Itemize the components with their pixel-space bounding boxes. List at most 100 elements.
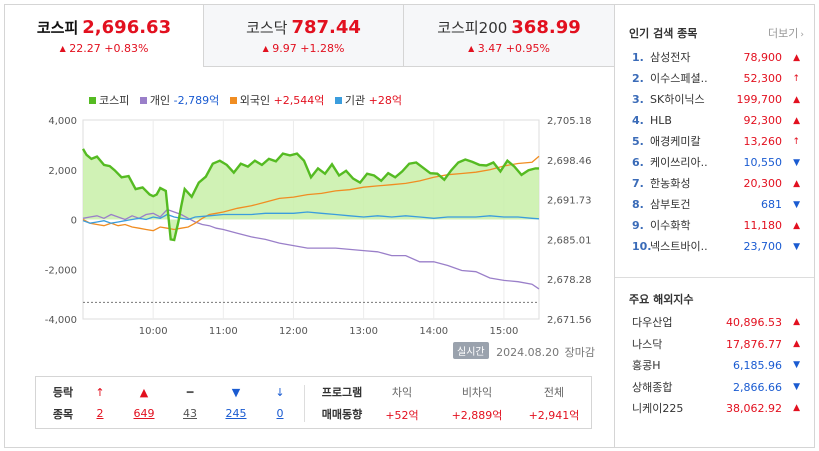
stock-name[interactable]: 삼성전자 [650,51,691,64]
overseas-index-item[interactable]: 상해종합 2,866.66 ▼ [632,377,802,398]
index-name[interactable]: 다우산업 [632,316,673,329]
stock-name[interactable]: 이수화학 [650,219,691,232]
index-value: 6,185.96 [733,359,782,372]
breadth-limit-down[interactable]: ↓ 0 [260,385,300,420]
program-label: 프로그램 매매동향 [316,385,368,423]
more-link[interactable]: 더보기 › [768,25,804,41]
x-tick-label: 12:00 [279,326,308,335]
tab-pct: +1.28% [300,42,345,55]
overseas-index-item[interactable]: 다우산업 40,896.53 ▲ [632,312,802,333]
y-right-tick-label: 2,685.01 [547,235,592,246]
status-bar: 실시간 2024.08.20 장마감 [453,342,595,360]
tab-pct: +0.83% [104,42,149,55]
up-triangle-icon: ▲ [793,338,800,349]
tab-name: 코스닥 [246,19,288,37]
stock-price: 13,260 [743,135,783,148]
popular-item[interactable]: 2. 이수스페셜.. 52,300 ↑ [632,69,802,89]
legend-kospi: 코스피 [89,94,129,107]
program-value: +2,941억 [528,409,580,422]
stock-name[interactable]: 애경케미칼 [650,135,701,148]
program-head: 차익 [391,386,413,399]
breadth-down[interactable]: ▼ 245 [216,385,256,420]
overseas-index-item[interactable]: 나스닥 17,876.77 ▲ [632,334,802,355]
up-triangle-icon: ▲ [793,116,800,126]
y-left-tick-label: -4,000 [45,315,77,326]
realtime-badge[interactable]: 실시간 [453,342,489,359]
stock-name[interactable]: SK하이닉스 [650,93,705,106]
popular-item[interactable]: 5. 애경케미칼 13,260 ↑ [632,132,802,152]
index-name[interactable]: 상해종합 [632,380,673,394]
stock-price: 92,300 [743,114,783,127]
up-triangle-icon: ▲ [139,386,149,399]
stock-price: 20,300 [743,177,783,190]
popular-item[interactable]: 4. HLB 92,300 ▲ [632,111,802,131]
legend-label: 외국인 [239,94,271,107]
y-right-tick-label: 2,691.73 [547,196,592,207]
side-panel: 인기 검색 종목 더보기 › 1. 삼성전자 78,900 ▲ 2. 이수스페셜.. 52,3… [614,4,815,448]
index-name[interactable]: 니케이225 [632,402,684,415]
popular-item[interactable]: 9. 이수화학 11,180 ▲ [632,216,802,236]
index-chart[interactable]: 10:00 11:00 12:00 13:00 14:00 15:00 4,000 2,000… [41,110,601,335]
breadth-flat[interactable]: ━ 43 [170,385,210,420]
stock-name[interactable]: 한농화성 [650,177,691,190]
limit-down-arrow-icon: ↓ [275,386,285,399]
tab-kosdaq[interactable]: 코스닥 787.44 ▲ 9.97 +1.28% [203,5,403,67]
program-total: 전체 +2,941억 [520,385,588,423]
legend-value: +2,544억 [273,94,325,107]
overseas-index-item[interactable]: 홍콩H 6,185.96 ▼ [632,355,802,376]
overseas-index-item[interactable]: 니케이225 38,062.92 ▲ [632,398,802,419]
up-triangle-icon: ▲ [793,317,800,327]
breadth-count[interactable]: 43 [183,407,197,420]
legend-label: 기관 [344,94,366,107]
breadth-count[interactable]: 2 [96,407,104,420]
stock-price: 52,300 [743,72,783,85]
down-triangle-icon: ▼ [793,360,800,370]
stock-name[interactable]: HLB [650,114,672,127]
popular-item[interactable]: 6. 케이쓰리아.. 10,550 ▼ [632,153,802,173]
tab-name: 코스피 [36,19,79,37]
y-left-tick-label: 0 [71,216,77,227]
program-arbitrage: 차익 +52억 [372,385,432,423]
stock-price: 11,180 [743,219,783,232]
popular-item[interactable]: 7. 한농화성 20,300 ▲ [632,174,802,194]
stock-name[interactable]: 삼부토건 [650,198,691,211]
rank-number: 10. [632,240,652,253]
index-name[interactable]: 나스닥 [632,337,663,351]
breadth-count[interactable]: 649 [133,407,155,420]
foreign-series-line [82,155,540,232]
breadth-limit-up[interactable]: ↑ 2 [80,385,120,420]
popular-item[interactable]: 8. 삼부토건 681 ▼ [632,195,802,215]
tab-kospi[interactable]: 코스피 2,696.63 ▲ 22.27 +0.83% [5,5,203,67]
market-breadth-box: 등락 종목 ↑ 2 ▲ 649 ━ 43 ▼ 245 ↓ 0 프로그램 매매동향 [35,376,592,429]
up-triangle-icon: ▲ [793,95,800,105]
overseas-title: 주요 해외지수 [629,293,694,306]
down-triangle-icon: ▼ [793,200,800,210]
program-value: +2,889억 [451,409,503,422]
stock-name[interactable]: 넥스트바이.. [650,240,708,253]
y-right-tick-label: 2,671.56 [547,315,592,326]
popular-item[interactable]: 1. 삼성전자 78,900 ▲ [632,48,802,68]
individual-series-line [82,208,540,290]
y-right-tick-label: 2,698.46 [547,156,592,167]
down-triangle-icon: ▼ [793,381,800,392]
breadth-up[interactable]: ▲ 649 [124,385,164,420]
program-value: +52억 [385,409,419,422]
index-value: 38,062.92 [726,402,782,415]
breadth-count[interactable]: 0 [276,407,284,420]
breadth-count[interactable]: 245 [225,407,247,420]
x-tick-label: 10:00 [139,326,168,335]
chart-legend: 코스피 개인 -2,789억 외국인 +2,544억 기관 +28억 [89,92,409,108]
stock-name[interactable]: 케이쓰리아.. [650,156,708,169]
legend-value: -2,789억 [173,94,220,107]
index-name[interactable]: 홍콩H [632,359,661,372]
x-tick-label: 15:00 [490,326,519,335]
stock-price: 681 [761,198,782,211]
stock-name[interactable]: 이수스페셜.. [650,72,708,85]
up-triangle-icon: ▲ [59,44,66,53]
popular-item[interactable]: 3. SK하이닉스 199,700 ▲ [632,90,802,110]
popular-title: 인기 검색 종목 [629,27,698,40]
popular-item[interactable]: 10. 넥스트바이.. 23,700 ▼ [632,237,802,257]
tab-kospi200[interactable]: 코스피200 368.99 ▲ 3.47 +0.95% [403,5,614,67]
legend-foreign: 외국인 +2,544억 [229,94,325,107]
legend-label: 코스피 [99,94,130,107]
